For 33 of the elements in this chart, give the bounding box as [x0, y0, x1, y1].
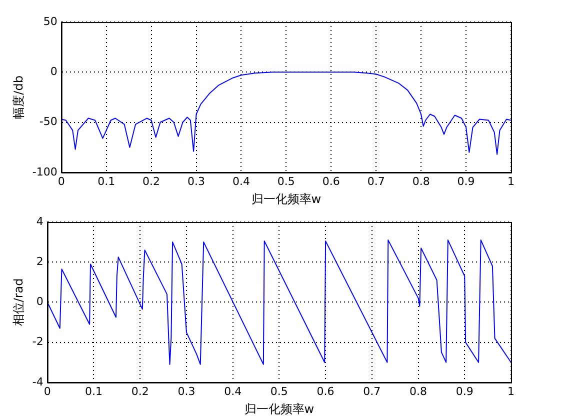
x-axis-title: 归一化频率w: [251, 192, 322, 206]
x-tick-label: 0.1: [84, 384, 102, 398]
x-tick-label: 0.9: [457, 174, 475, 188]
x-tick-label: 0.8: [410, 384, 428, 398]
y-tick-label: -4: [32, 375, 44, 388]
x-tick-label: 0.4: [232, 174, 250, 188]
y-tick-label: 4: [36, 214, 44, 228]
x-tick-label: 0.2: [142, 174, 160, 188]
x-tick-label: 0.2: [131, 384, 149, 398]
x-tick-label: 0.3: [188, 174, 206, 188]
y-tick-label: -2: [32, 335, 44, 348]
x-tick-label: 1: [508, 174, 514, 188]
x-tick-label: 1: [508, 384, 514, 398]
x-tick-label: 0.7: [367, 174, 385, 188]
y-tick-label: 0: [36, 295, 44, 308]
x-tick-label: 0.3: [178, 384, 196, 398]
y-tick-label: -50: [39, 115, 58, 128]
x-tick-label: 0.7: [363, 384, 381, 398]
x-tick-label: 0.5: [277, 174, 295, 188]
y-axis-title: 相位/rad: [11, 278, 26, 326]
x-tick-label: 0.6: [316, 384, 334, 398]
x-axis-title: 归一化频率w: [244, 402, 314, 416]
x-tick-label: 0.1: [98, 174, 116, 188]
x-tick-label: 0.6: [322, 174, 340, 188]
x-tick-label: 0.5: [270, 384, 288, 398]
y-tick-label: 50: [43, 14, 58, 28]
x-tick-label: 0.4: [224, 384, 242, 398]
x-tick-label: 0.8: [412, 174, 430, 188]
y-axis-title: 幅度/db: [11, 76, 26, 119]
x-tick-label: 0.9: [456, 384, 474, 398]
y-tick-label: -100: [32, 165, 58, 178]
y-tick-label: 0: [50, 64, 58, 78]
y-tick-label: 2: [36, 254, 44, 268]
